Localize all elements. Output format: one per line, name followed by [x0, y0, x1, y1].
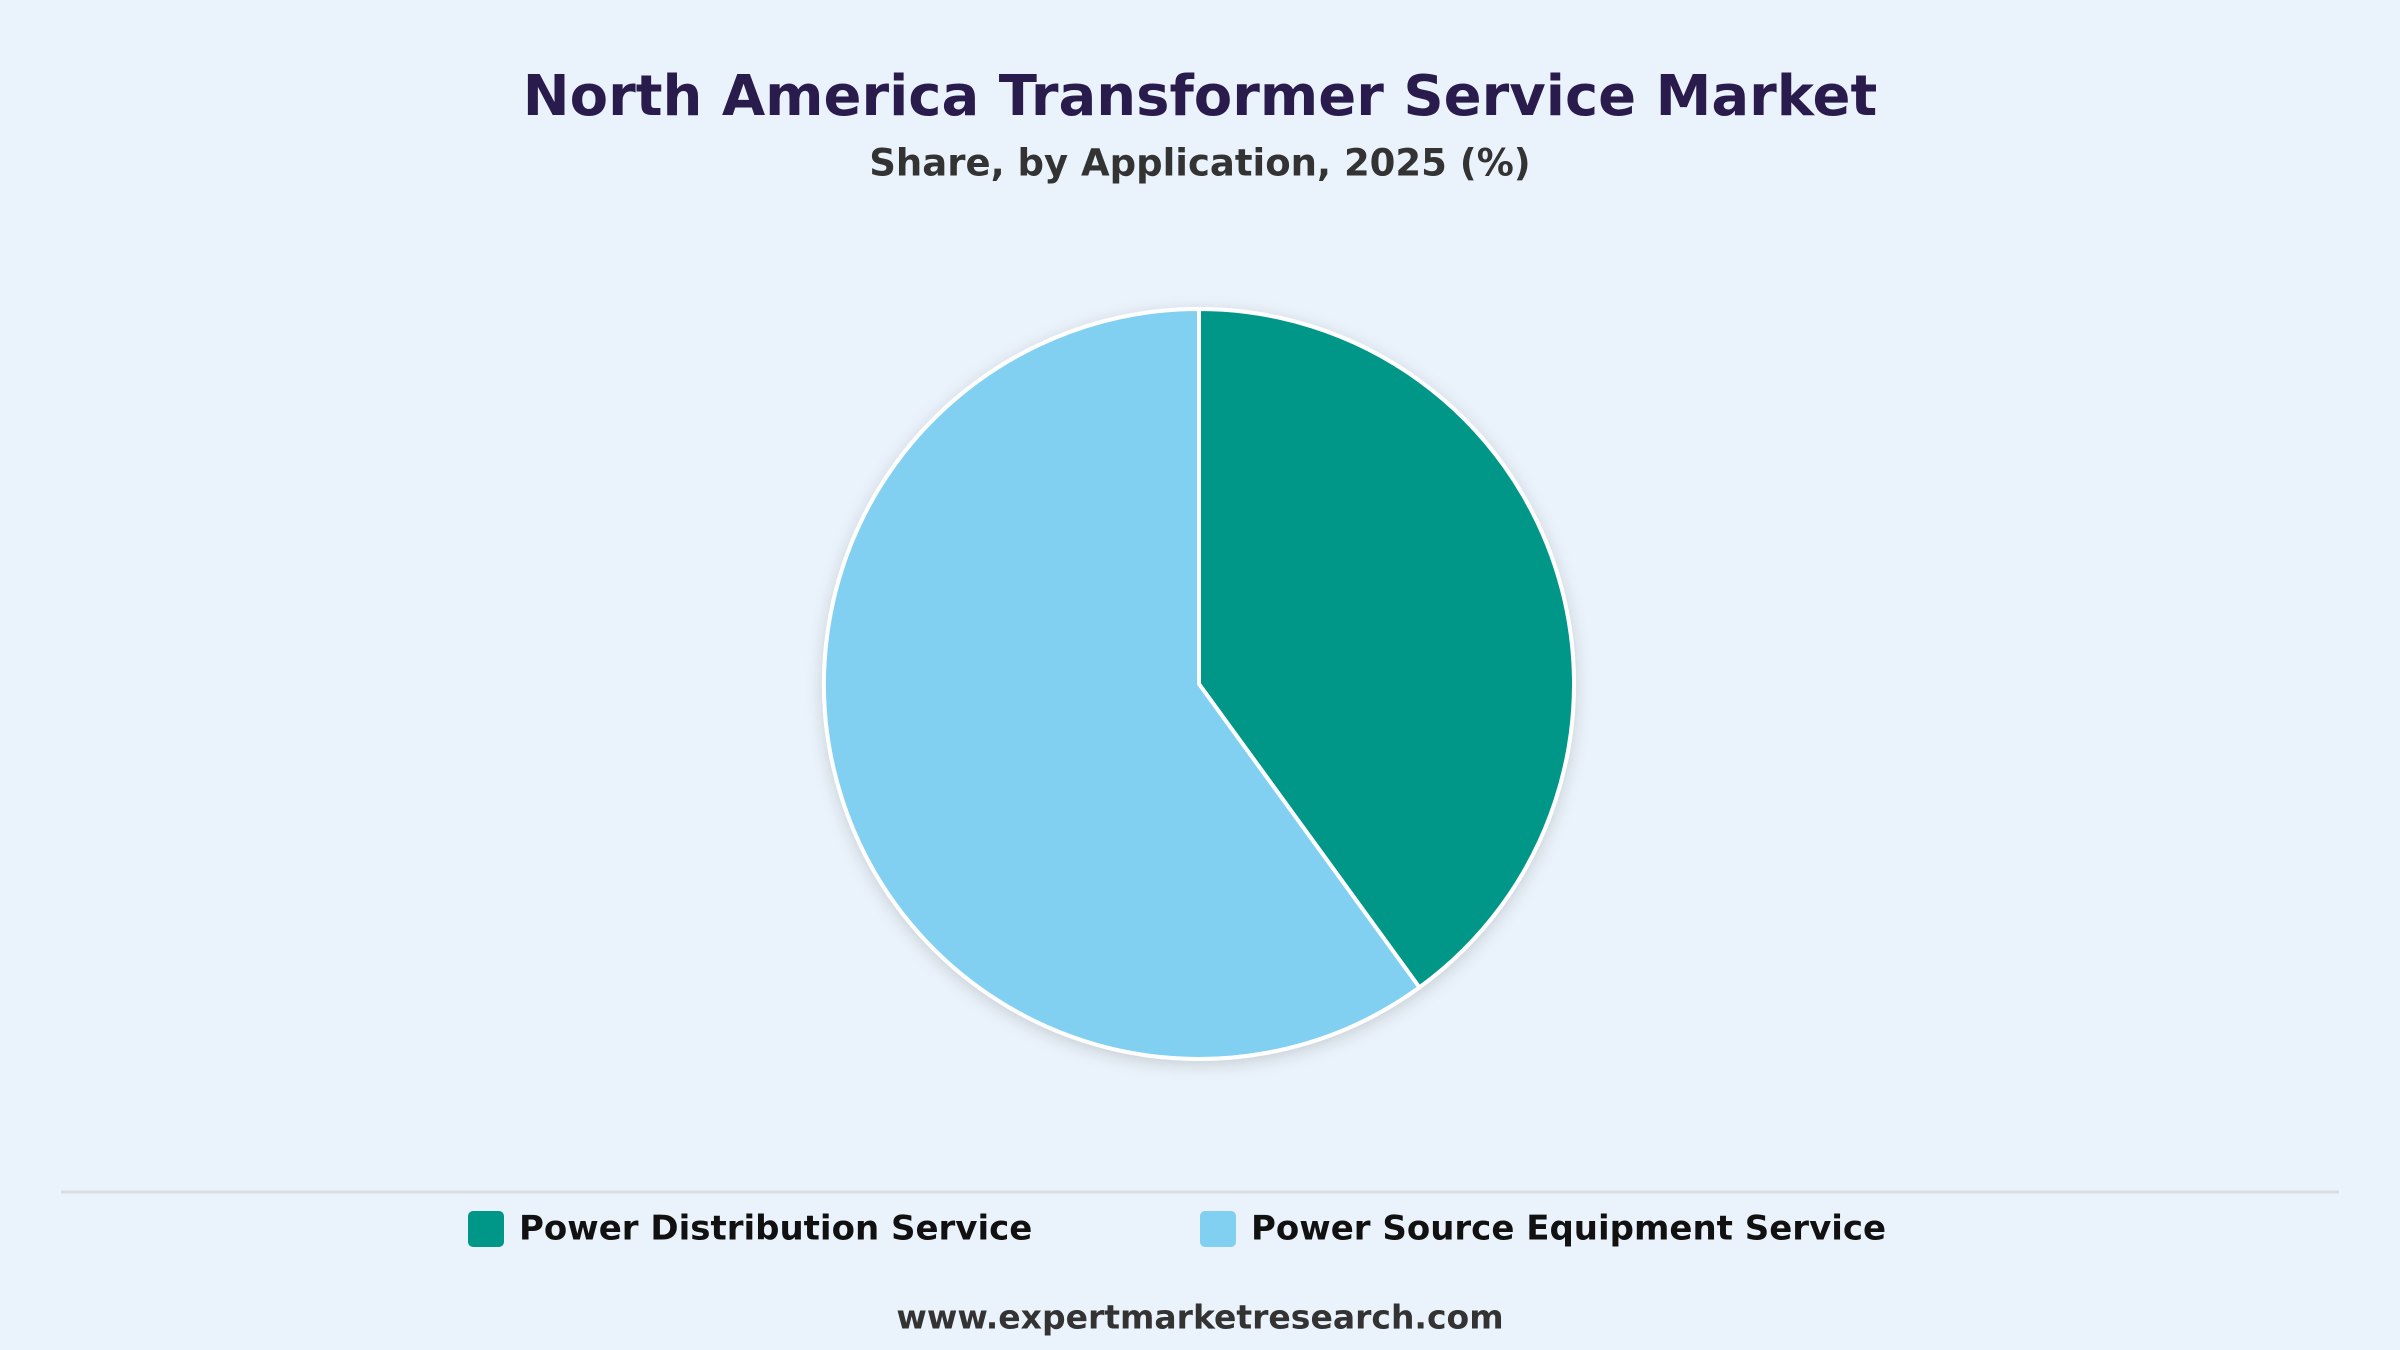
- legend-label: Power Distribution Service: [519, 1209, 1032, 1249]
- chart-subtitle: Share, by Application, 2025 (%): [869, 142, 1530, 185]
- legend-swatch: [1200, 1211, 1236, 1247]
- pie-slice: [1197, 307, 1576, 990]
- source: www.expertmarketresearch.com: [896, 1298, 1503, 1337]
- legend-swatch: [468, 1211, 504, 1247]
- chart-title: North America Transformer Service Market: [523, 64, 1878, 129]
- legend: Power Distribution Service Power Source E…: [468, 1209, 1886, 1249]
- pie: [822, 307, 1576, 1061]
- pie-slice: [822, 307, 1422, 1061]
- legend-label: Power Source Equipment Service: [1251, 1209, 1886, 1249]
